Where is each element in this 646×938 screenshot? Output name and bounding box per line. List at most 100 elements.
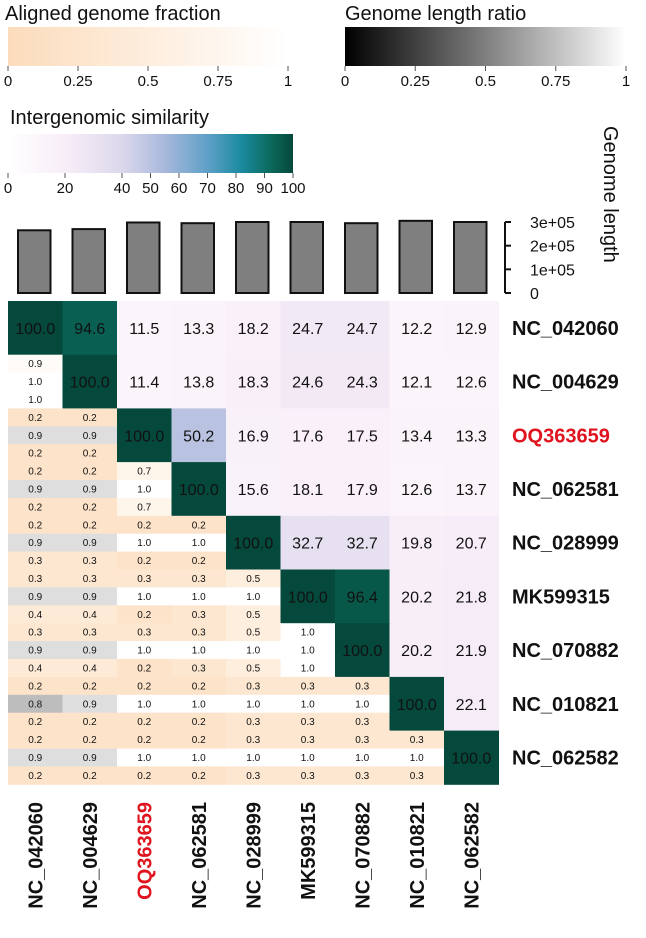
aligned-fraction-subcell [226,730,281,749]
similarity-value-label: 13.8 [183,375,214,392]
genome-length-ratio-subcell [8,587,63,606]
aligned-fraction-subcell [8,354,63,374]
aligned-fraction-value-label: 0.3 [246,735,260,746]
aligned-fraction-subcell [8,408,63,427]
aligned-fraction-subcell [8,766,63,785]
aligned-fraction-subcell [117,515,172,535]
legend-length-ratio: Genome length ratio 0 0.25 0.5 0.75 1 [341,3,630,90]
aligned-fraction-value-label: 0.5 [246,574,260,585]
aligned-fraction-subcell [226,676,281,696]
aligned-fraction-value-label: 0.3 [355,771,369,782]
legend-similarity-title: Intergenomic similarity [10,107,209,129]
legend-ratio-tick-label: 0.5 [475,73,496,90]
length-ratio-value-label: 0.9 [83,538,97,549]
aligned-fraction-subcell [62,408,118,427]
aligned-fraction-subcell [8,462,63,481]
legend-aligned-tick-label: 0.25 [63,73,92,90]
genome-length-ratio-subcell [62,480,118,499]
genome-length-ratio-subcell [226,748,281,767]
aligned-fraction-subcell [117,569,172,588]
length-ratio-value-label: 1.0 [192,699,206,710]
aligned-fraction-subcell [62,569,118,588]
length-ratio-value-label: 0.9 [28,538,42,549]
genome-length-ratio-subcell [280,748,336,767]
aligned-fraction-value-label: 0.7 [137,502,151,513]
aligned-fraction-value-label: 0.4 [83,610,97,621]
aligned-fraction-subcell [335,730,390,749]
aligned-fraction-value-label: 0.3 [137,574,151,585]
aligned-fraction-value-label: 0.2 [83,520,97,531]
similarity-value-label: 22.1 [456,697,487,714]
similarity-value-label: 94.6 [74,321,105,338]
heatmap-cell [280,515,336,570]
genome-length-ratio-subcell [226,694,281,714]
similarity-value-label: 100.0 [397,697,437,714]
genome-length-ratio-subcell [8,480,63,499]
length-ratio-value-label: 0.9 [28,592,42,603]
aligned-fraction-value-label: 0.2 [192,520,206,531]
legend-similarity-tick-label: 50 [142,180,159,197]
aligned-fraction-subcell [62,659,118,678]
length-ratio-value-label: 1.0 [192,538,206,549]
legend-aligned-gradient-bar [8,27,288,66]
aligned-fraction-value-label: 0.3 [83,574,97,585]
heatmap-cell [444,408,499,463]
heatmap-cell [117,408,172,463]
similarity-value-label: 13.3 [456,428,487,445]
length-ratio-value-label: 0.9 [28,484,42,495]
aligned-fraction-subcell [280,712,336,732]
aligned-fraction-subcell [8,390,63,409]
heatmap-cell [335,623,390,678]
heatmap-cell [280,408,336,463]
genome-length-ratio-subcell [117,694,172,714]
heatmap-cell [444,301,499,356]
legend-ratio-ticks: 0 0.25 0.5 0.75 1 [341,66,630,90]
length-ratio-value-label: 1.0 [192,753,206,764]
aligned-fraction-subcell [117,659,172,678]
aligned-fraction-value-label: 0.2 [192,717,206,728]
aligned-fraction-subcell [62,712,118,732]
heatmap-cell [335,408,390,463]
heatmap-cell [444,515,499,570]
genome-length-ratio-subcell [226,641,281,660]
aligned-fraction-subcell [226,623,281,642]
genome-length-axis: 0 1e+05 2e+05 3e+05 [504,215,575,303]
heatmap-cell [226,354,281,409]
heatmap-cell [444,462,499,517]
similarity-value-label: 24.7 [347,321,378,338]
similarity-value-label: 32.7 [292,536,323,553]
column-label: NC_062582 [461,802,483,909]
aligned-fraction-value-label: 0.2 [192,681,206,692]
heatmap-cell [226,462,281,517]
similarity-value-label: 100.0 [15,321,55,338]
aligned-fraction-value-label: 0.2 [28,771,42,782]
length-ratio-value-label: 1.0 [192,592,206,603]
aligned-fraction-value-label: 0.3 [192,610,206,621]
aligned-fraction-subcell [8,551,63,570]
genome-length-bar [235,221,270,294]
heatmap-cell [444,623,499,678]
genome-length-ratio-subcell [8,748,63,767]
aligned-fraction-value-label: 0.2 [137,663,151,674]
length-ratio-value-label: 1.0 [246,699,260,710]
aligned-fraction-subcell [280,623,336,642]
aligned-fraction-subcell [117,730,172,749]
aligned-fraction-value-label: 0.3 [83,556,97,567]
aligned-fraction-subcell [8,444,63,463]
heatmap-cell [280,569,336,624]
genome-length-ratio-subcell [171,694,227,714]
aligned-fraction-value-label: 0.4 [83,663,97,674]
legend-ratio-tick-label: 1 [622,73,630,90]
aligned-fraction-subcell [226,569,281,588]
genome-length-ratio-subcell [8,372,63,391]
aligned-fraction-value-label: 0.3 [83,628,97,639]
aligned-fraction-value-label: 1.0 [301,628,315,639]
heatmap-cell [280,301,336,356]
aligned-fraction-value-label: 0.7 [137,467,151,478]
length-ratio-value-label: 1.0 [301,699,315,710]
genome-length-ratio-subcell [8,533,63,553]
aligned-fraction-value-label: 0.3 [28,556,42,567]
heatmap-cell [226,408,281,463]
genome-length-ratio-subcell [8,694,63,714]
row-label: NC_062581 [512,479,619,501]
